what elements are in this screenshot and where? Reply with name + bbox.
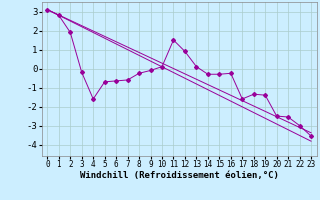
X-axis label: Windchill (Refroidissement éolien,°C): Windchill (Refroidissement éolien,°C): [80, 171, 279, 180]
